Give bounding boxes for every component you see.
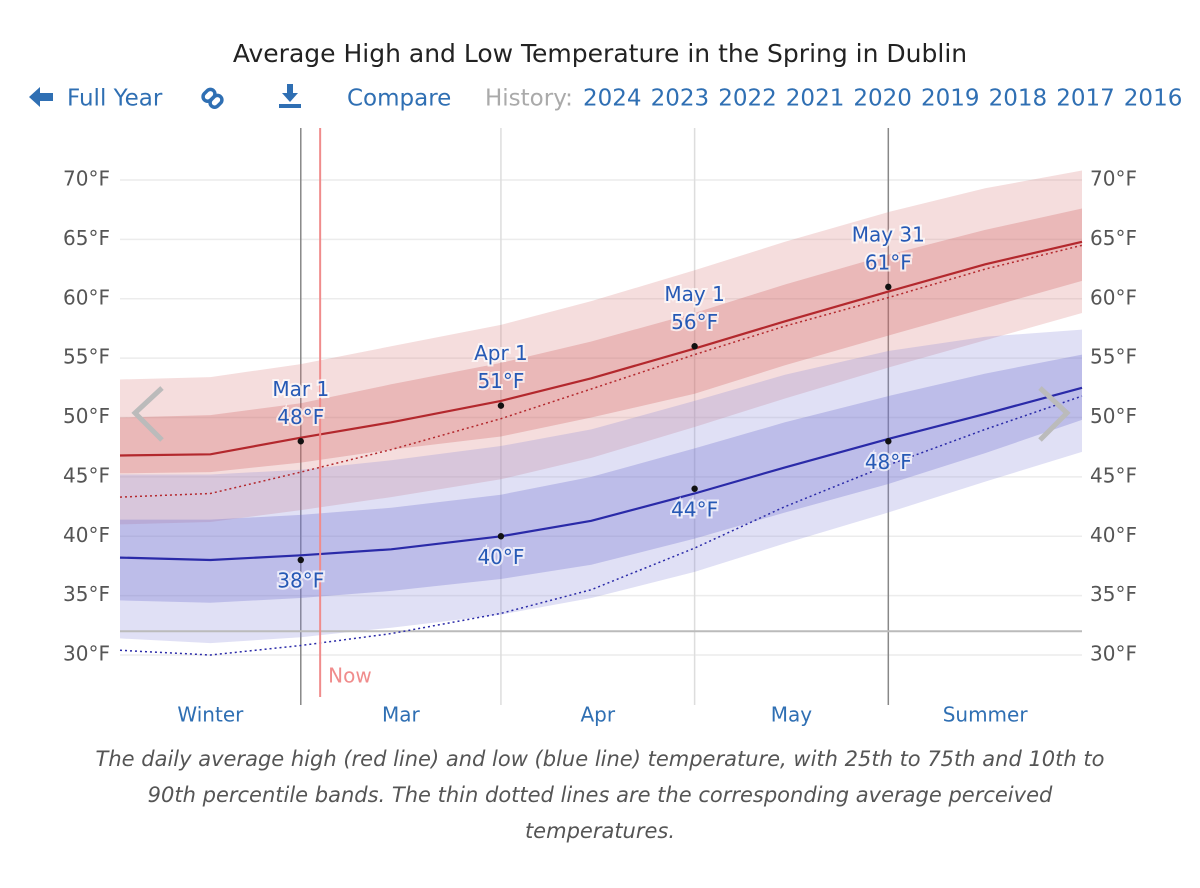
prev-arrow[interactable] [131, 386, 164, 442]
y2-tick-label: 50°F [1090, 404, 1137, 428]
history-year[interactable]: 2023 [651, 86, 710, 112]
caption: The daily average high (red line) and lo… [95, 747, 1105, 843]
back-link[interactable]: Full Year [29, 86, 163, 112]
band-10-90 [120, 170, 1082, 525]
annotation-dot [297, 438, 304, 445]
annotation-dot [297, 556, 304, 564]
annotation-dot [691, 485, 698, 492]
back-label: Full Year [67, 86, 163, 112]
history-year[interactable]: 2021 [786, 86, 845, 112]
now-label: Now [328, 664, 372, 688]
y2-tick-label: 65°F [1090, 226, 1137, 250]
y2-tick-label: 35°F [1090, 582, 1137, 606]
history-year[interactable]: 2022 [718, 86, 777, 112]
average-line [119, 386, 1083, 562]
annotation-date: Apr 1 [474, 341, 528, 365]
y2-tick-label: 60°F [1090, 285, 1137, 309]
y-tick-label: 70°F [63, 167, 110, 191]
back-arrow-icon [29, 87, 53, 107]
band-10-90 [120, 329, 1082, 644]
band-25-75 [120, 354, 1082, 603]
x-axis-label: May [771, 703, 813, 727]
annotation-value: 61°F [865, 250, 912, 274]
y2-tick-label: 55°F [1090, 345, 1137, 369]
history-years: 2024 2023 2022 2021 2020 2019 2018 2017 2016 [583, 86, 1182, 112]
history-year[interactable]: 2018 [989, 86, 1048, 112]
plot: 30°F 30°F 35°F 35°F 40°F 40°F 45°F 45°F 50°F 50°F… [63, 128, 1137, 727]
annotation-date: Mar 1 [272, 377, 329, 401]
perceived-line [119, 244, 1083, 498]
annotation-value: 51°F [477, 369, 524, 393]
x-axis-label: Apr [580, 703, 615, 727]
link-icon[interactable] [201, 87, 224, 110]
history-year[interactable]: 2019 [921, 86, 980, 112]
download-icon[interactable] [279, 84, 301, 108]
annotation-value: 48°F [865, 450, 912, 474]
y-tick-label: 40°F [63, 523, 110, 547]
y-tick-label: 65°F [63, 226, 110, 250]
history-year[interactable]: 2024 [583, 86, 642, 112]
x-axis-label: Summer [943, 703, 1029, 727]
next-arrow[interactable] [1038, 386, 1071, 442]
annotation-date: May 1 [664, 282, 724, 306]
annotation-dot [497, 533, 505, 540]
perceived-line [119, 395, 1083, 656]
annotation-value: 56°F [671, 310, 718, 334]
history-year[interactable]: 2020 [853, 86, 912, 112]
y-tick-label: 55°F [63, 345, 110, 369]
y-tick-label: 50°F [63, 404, 110, 428]
annotation-value: 44°F [671, 497, 718, 521]
history-label: History: [485, 86, 573, 112]
y2-tick-label: 45°F [1090, 463, 1137, 487]
annotation-value: 48°F [277, 405, 324, 429]
y-tick-label: 35°F [63, 582, 110, 606]
annotation-dot [691, 343, 698, 350]
history-year[interactable]: 2017 [1056, 86, 1115, 112]
annotation-value: 40°F [477, 545, 524, 569]
y-tick-label: 60°F [63, 285, 110, 309]
average-line [119, 240, 1083, 457]
y-tick-label: 45°F [63, 463, 110, 487]
y2-tick-label: 40°F [1090, 523, 1137, 547]
x-axis-label: Winter [177, 703, 244, 727]
annotation-value: 38°F [277, 569, 324, 593]
compare-link[interactable]: Compare [347, 86, 451, 112]
annotation-date: May 31 [852, 222, 925, 246]
y2-tick-label: 70°F [1090, 167, 1137, 191]
annotation-dot [497, 402, 505, 409]
y2-tick-label: 30°F [1090, 642, 1137, 666]
history-year[interactable]: 2016 [1124, 86, 1183, 112]
x-axis-label: Mar [382, 703, 421, 727]
chart-title: Average High and Low Temperature in the … [233, 39, 967, 68]
band-25-75 [120, 208, 1082, 474]
annotation-dot [885, 438, 892, 445]
annotation-dot [885, 283, 892, 291]
y-tick-label: 30°F [63, 642, 110, 666]
